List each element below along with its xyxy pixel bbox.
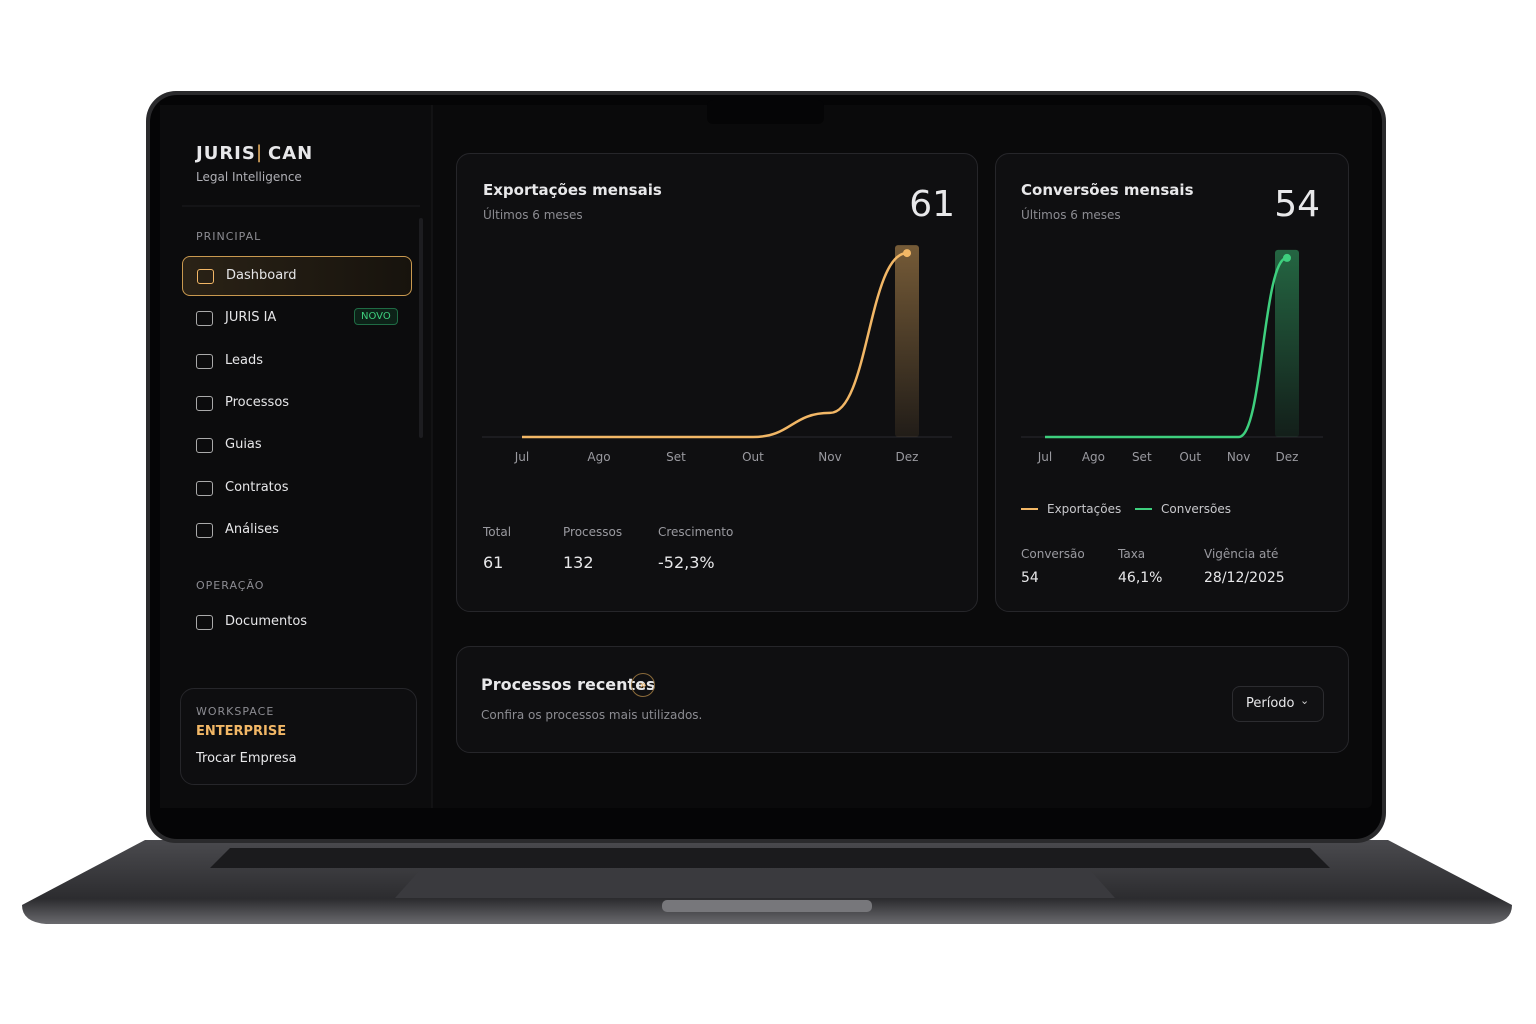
stat-value: 46,1% xyxy=(1118,570,1163,586)
nav-item[interactable]: Processos xyxy=(182,384,410,422)
headline-value: 61 xyxy=(909,184,955,225)
switch-company[interactable]: Trocar Empresa xyxy=(196,751,297,766)
scrollbar xyxy=(419,218,423,438)
recent-link[interactable]: » xyxy=(631,673,655,697)
chart-subtitle: Últimos 6 meses xyxy=(483,208,583,222)
nav-label: Leads xyxy=(225,353,264,368)
nav-item[interactable]: Leads xyxy=(182,342,410,380)
camera-notch xyxy=(707,100,824,124)
recent-subtitle: Confira os processos mais utilizados. xyxy=(481,708,703,722)
brand-right: CAN xyxy=(268,143,314,164)
stat-value: 132 xyxy=(563,553,594,572)
stat-value: -52,3% xyxy=(658,553,715,572)
chart-title: Conversões mensais xyxy=(1021,181,1194,199)
recent-card xyxy=(456,646,1349,753)
recent-title: Processos recentes xyxy=(481,675,656,694)
nav-label: Análises xyxy=(225,522,279,537)
nav-icon xyxy=(196,438,213,453)
nav-label: JURIS IA xyxy=(225,310,277,325)
stat-label: Total xyxy=(483,525,512,539)
stat-value: 61 xyxy=(483,553,504,572)
hinge-notch xyxy=(662,900,872,912)
stat-value: 54 xyxy=(1021,570,1039,586)
chevron: ⌄ xyxy=(1300,694,1310,707)
keyboard xyxy=(210,848,1330,868)
workspace-label: WORKSPACE xyxy=(196,705,275,718)
stat-label: Processos xyxy=(563,525,623,539)
trackpad xyxy=(395,870,1115,898)
period-label: Período xyxy=(1246,696,1295,711)
nav-label: Documentos xyxy=(225,614,308,629)
nav-item[interactable]: Análises xyxy=(182,511,410,549)
chart-title: Exportações mensais xyxy=(483,181,662,199)
nav-icon xyxy=(196,523,213,538)
section-title: OPERAÇÃO xyxy=(196,579,265,592)
brand-sep: | xyxy=(256,142,263,163)
workspace-plan: ENTERPRISE xyxy=(196,724,287,739)
nav-icon xyxy=(196,481,213,496)
nav-item[interactable]: Contratos xyxy=(182,469,410,507)
nav-icon xyxy=(196,396,213,411)
stat-label: Crescimento xyxy=(658,525,734,539)
nav-item[interactable]: JURIS IA NOVO xyxy=(182,299,410,337)
nav-label: Dashboard xyxy=(226,268,297,283)
workspace-card xyxy=(180,688,417,785)
period-button[interactable]: Período ⌄ xyxy=(1232,686,1324,722)
nav-icon xyxy=(196,354,213,369)
brand-left: JURIS xyxy=(196,143,256,164)
headline-value: 54 xyxy=(1274,184,1320,225)
nav-item[interactable]: Dashboard xyxy=(182,256,412,296)
stat-label: Taxa xyxy=(1118,547,1146,561)
nav-label: Guias xyxy=(225,437,262,452)
stat-value: 28/12/2025 xyxy=(1204,570,1285,586)
nav-label: Contratos xyxy=(225,480,289,495)
nav-icon xyxy=(196,615,213,630)
nav-item[interactable]: Documentos xyxy=(182,603,410,641)
stat-label: Conversão xyxy=(1021,547,1085,561)
nav-icon xyxy=(196,311,213,326)
tagline: Legal Intelligence xyxy=(196,170,302,184)
chart-subtitle: Últimos 6 meses xyxy=(1021,208,1121,222)
stat-label: Vigência até xyxy=(1204,547,1279,561)
badge: NOVO xyxy=(354,308,398,325)
nav-icon xyxy=(197,269,214,284)
nav-label: Processos xyxy=(225,395,290,410)
section-title: PRINCIPAL xyxy=(196,230,262,243)
nav-item[interactable]: Guias xyxy=(182,426,410,464)
